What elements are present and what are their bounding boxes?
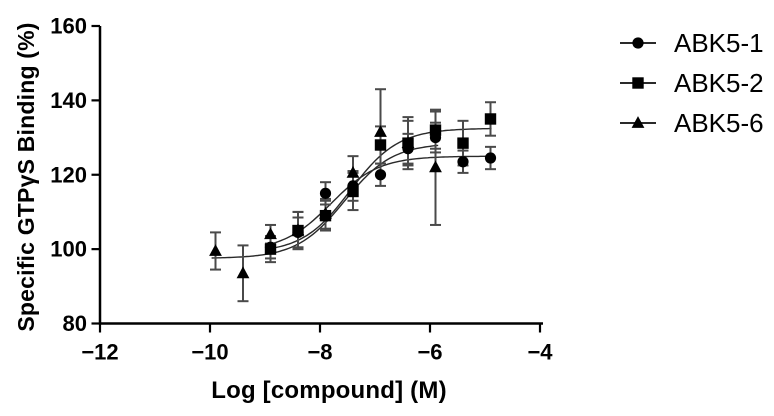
y-tick-label: 100 — [50, 237, 87, 262]
marker-square-abk5-2 — [457, 137, 469, 149]
legend-item-abk5-6: ABK5-6 — [620, 103, 764, 143]
circle-icon — [620, 37, 656, 49]
legend-marker-square — [632, 77, 644, 89]
x-tick-label: −8 — [307, 340, 332, 365]
marker-circle-abk5-1 — [374, 169, 387, 181]
legend-marker-triangle — [631, 116, 645, 128]
marker-triangle-abk5-6 — [429, 160, 442, 173]
x-axis-title: Log [compound] (M) — [211, 377, 447, 404]
marker-square-abk5-2 — [429, 124, 442, 136]
marker-triangle-abk5-6 — [209, 244, 222, 256]
legend: ABK5-1 ABK5-2 ABK5-6 — [620, 23, 764, 143]
marker-square-abk5-2 — [264, 243, 277, 255]
marker-circle-abk5-1 — [319, 187, 332, 199]
legend-label: ABK5-6 — [674, 107, 764, 138]
legend-item-abk5-1: ABK5-1 — [620, 23, 764, 63]
y-tick-label: 140 — [50, 88, 87, 113]
marker-square-abk5-2 — [292, 224, 304, 237]
axis-lines — [98, 26, 543, 325]
marker-triangle-abk5-6 — [236, 266, 250, 279]
y-tick-label: 160 — [50, 14, 87, 39]
legend-item-abk5-2: ABK5-2 — [620, 63, 764, 103]
legend-label: ABK5-2 — [674, 67, 764, 98]
marker-circle-abk5-1 — [457, 156, 469, 168]
x-tick-label: −12 — [81, 340, 118, 365]
marker-square-abk5-2 — [402, 137, 414, 149]
marker-square-abk5-2 — [484, 113, 497, 125]
marker-square-abk5-2 — [374, 139, 387, 151]
x-tick-label: −10 — [191, 340, 228, 365]
x-tick-label: −6 — [417, 340, 442, 365]
x-tick-label: −4 — [527, 340, 553, 365]
y-axis-title: Specific GTPγS Binding (%) — [13, 22, 39, 332]
legend-label: ABK5-1 — [674, 27, 764, 58]
marker-triangle-abk5-6 — [264, 227, 277, 240]
square-icon — [620, 77, 656, 89]
legend-marker-circle — [632, 37, 644, 49]
marker-square-abk5-2 — [347, 185, 359, 198]
marker-triangle-abk5-6 — [346, 165, 360, 178]
marker-square-abk5-2 — [319, 209, 332, 222]
y-tick-label: 80 — [63, 311, 87, 336]
marker-circle-abk5-1 — [484, 152, 497, 164]
marker-triangle-abk5-6 — [374, 125, 387, 137]
triangle-icon — [620, 116, 656, 128]
y-tick-label: 120 — [50, 162, 87, 187]
